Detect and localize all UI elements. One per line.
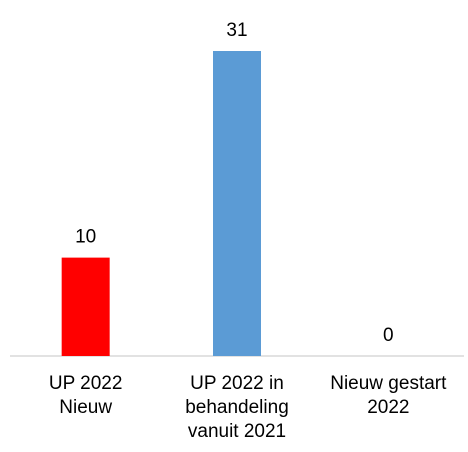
x-tick-label: UP 2022 Nieuw (48, 373, 123, 418)
bar (61, 257, 110, 356)
data-label: 0 (383, 325, 394, 346)
x-tick-label: UP 2022 in behandeling vanuit 2021 (185, 373, 289, 442)
bar (213, 51, 261, 356)
x-tick-label: Nieuw gestart 2022 (330, 373, 447, 418)
data-label: 10 (75, 227, 96, 248)
data-label: 31 (226, 20, 247, 41)
